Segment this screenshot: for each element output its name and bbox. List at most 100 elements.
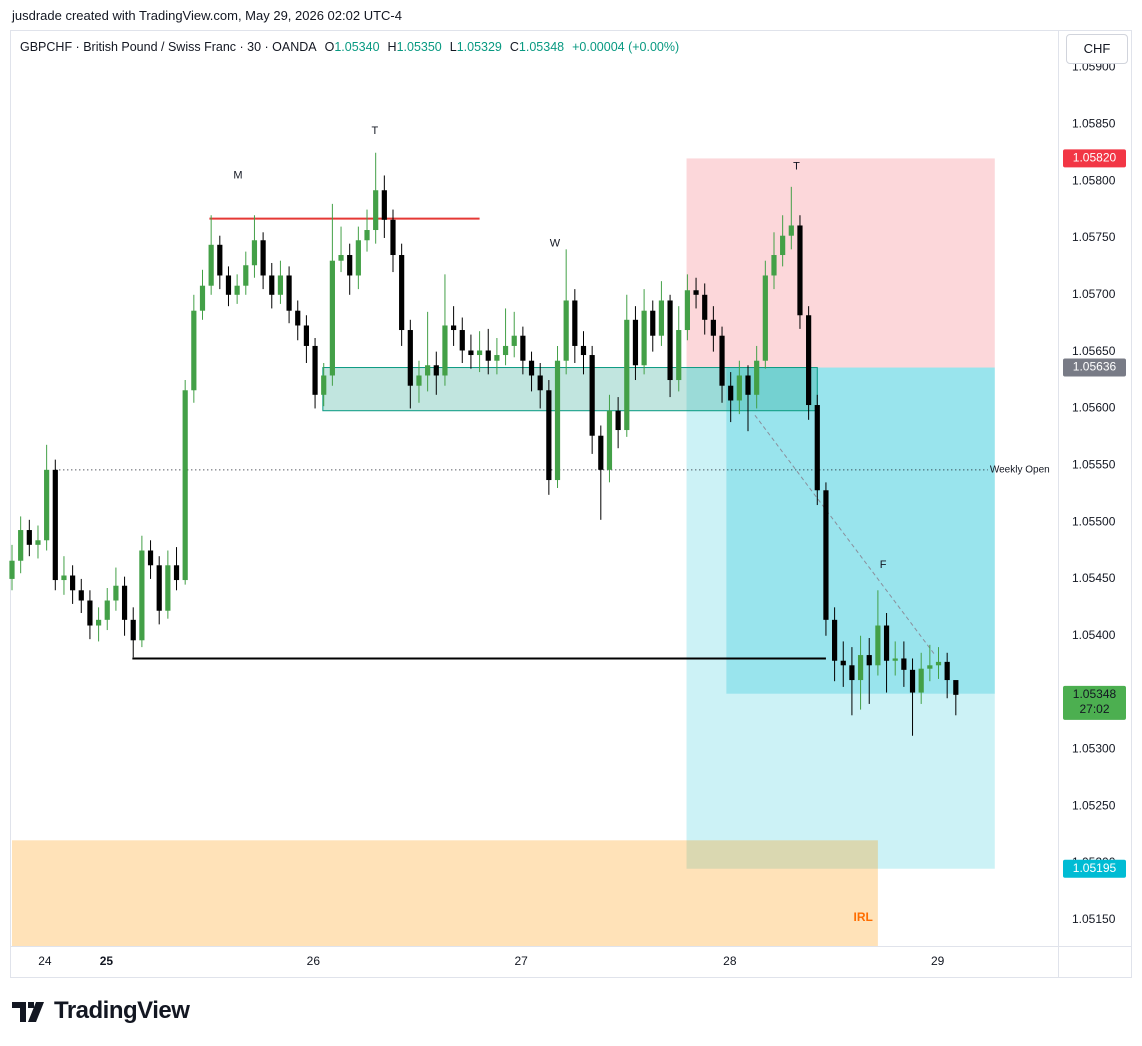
- candle-body: [676, 330, 682, 381]
- field-label: L: [449, 40, 457, 54]
- candle-body: [373, 190, 379, 231]
- annotation: T: [793, 160, 800, 172]
- currency-button[interactable]: CHF: [1066, 34, 1128, 64]
- price-label: 1.05348: [1073, 687, 1117, 701]
- candle-body: [156, 565, 162, 611]
- price-label-box: [1063, 149, 1126, 168]
- candle-body: [537, 375, 543, 391]
- x-tick-label: 25: [100, 954, 114, 968]
- candle-body: [347, 255, 353, 276]
- candle-body: [650, 310, 656, 336]
- x-tick-label: 28: [723, 954, 737, 968]
- candle-body: [797, 225, 803, 316]
- candle-body: [182, 390, 188, 581]
- change: +0.00004 (+0.00%): [572, 40, 680, 54]
- candle-body: [18, 530, 24, 561]
- candle-body: [61, 575, 67, 581]
- candle-body: [70, 575, 76, 591]
- candle-body: [546, 390, 552, 481]
- price-label-box: [1063, 685, 1126, 720]
- candle-body: [269, 275, 275, 295]
- logo-shape: [12, 1002, 44, 1022]
- candle-body: [199, 285, 206, 311]
- candle-body: [883, 625, 890, 661]
- candle-body: [286, 275, 292, 311]
- candle-body: [9, 560, 15, 579]
- candle-body: [104, 600, 110, 620]
- candle-body: [762, 275, 768, 361]
- chart-frame: [10, 30, 1132, 978]
- candle-body: [632, 319, 639, 366]
- candle-body: [459, 330, 465, 351]
- candle-body: [321, 375, 327, 395]
- candle-body: [234, 285, 240, 295]
- candle-body: [589, 355, 595, 436]
- candle-body: [355, 240, 361, 276]
- candle-body: [935, 661, 942, 666]
- y-tick-label: 1.05850: [1072, 116, 1116, 130]
- x-tick-label: 29: [931, 954, 945, 968]
- candle-body: [208, 244, 214, 286]
- field-label: O: [324, 40, 335, 54]
- candle-body: [165, 565, 171, 611]
- candle-body: [329, 260, 335, 376]
- candle-body: [918, 668, 924, 693]
- candle-body: [909, 669, 916, 693]
- candle-body: [823, 490, 829, 620]
- candle-body: [364, 230, 370, 241]
- candle-body: [736, 375, 742, 401]
- candle-body: [485, 350, 491, 361]
- y-tick-label: 1.05250: [1072, 798, 1116, 812]
- candle-body: [806, 315, 812, 406]
- candle-body: [52, 469, 58, 581]
- candle-body: [217, 244, 223, 276]
- candle-body: [494, 355, 500, 361]
- caption: jusdrade created with TradingView.com, M…: [12, 8, 402, 23]
- candle-body: [243, 265, 249, 286]
- brand: TradingView: [54, 997, 190, 1024]
- candle-body: [260, 240, 266, 276]
- candle-body: [191, 310, 197, 391]
- candle-body: [44, 469, 50, 541]
- candle-body: [87, 600, 93, 626]
- candle-body: [771, 255, 777, 276]
- candle-body: [381, 190, 387, 220]
- y-tick-label: 1.05500: [1072, 514, 1116, 528]
- y-tick-label: 1.05800: [1072, 173, 1116, 187]
- price-label: 1.05195: [1073, 861, 1117, 875]
- candle-body: [641, 310, 647, 366]
- candle-body: [528, 360, 535, 376]
- candle-body: [572, 300, 578, 346]
- candle-body: [425, 365, 431, 376]
- candle-body: [901, 658, 907, 670]
- candle-body: [35, 540, 41, 545]
- candle-body: [407, 330, 413, 386]
- y-tick-label: 1.05300: [1072, 742, 1116, 756]
- zone: [686, 367, 995, 869]
- zone: [322, 367, 818, 412]
- candle-body: [944, 661, 950, 681]
- candle-body: [710, 319, 716, 336]
- candle-body: [78, 590, 84, 601]
- candle-body: [520, 335, 526, 361]
- candle-body: [832, 619, 838, 661]
- candle-body: [511, 335, 517, 346]
- candle-body: [26, 530, 32, 545]
- candle-body: [139, 550, 145, 641]
- candle-body: [113, 585, 119, 601]
- y-tick-label: 1.05150: [1072, 912, 1116, 926]
- annotation: T: [371, 125, 378, 137]
- candle-body: [399, 255, 405, 331]
- candle-body: [624, 319, 630, 431]
- annotation: W: [550, 238, 561, 250]
- candle-body: [121, 585, 128, 620]
- candle-body: [953, 680, 959, 695]
- candle-body: [312, 345, 318, 395]
- field-value: 1.05340: [334, 40, 380, 54]
- candle-body: [658, 300, 665, 336]
- candle-body: [745, 375, 751, 395]
- candle-body: [814, 405, 820, 491]
- x-tick-label: 26: [307, 954, 321, 968]
- y-tick-label: 1.05400: [1072, 628, 1116, 642]
- candle-body: [606, 410, 613, 470]
